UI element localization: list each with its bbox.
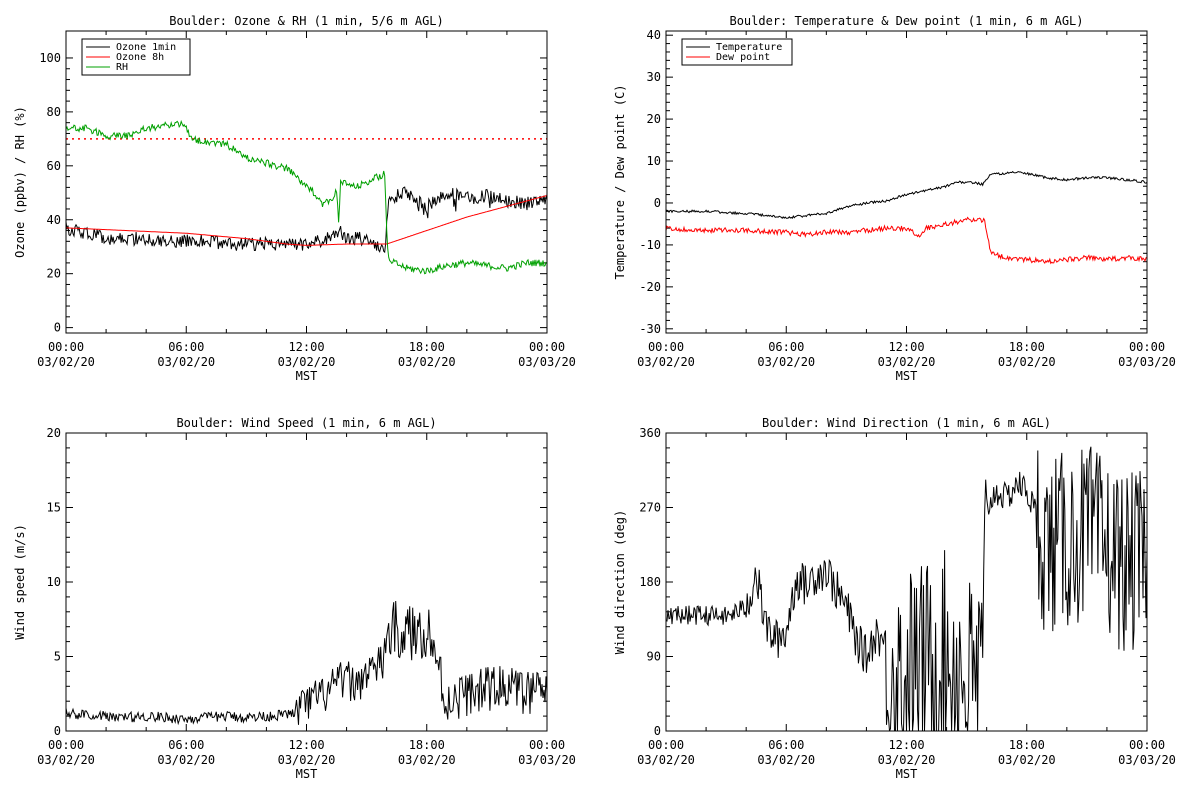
x-axis-label: MST (896, 767, 918, 781)
x-tick-time: 00:00 (529, 340, 565, 354)
x-tick-date: 03/02/20 (278, 355, 336, 369)
y-axis-label: Temperature / Dew point (C) (613, 84, 627, 279)
chart-panel-4: Boulder: Wind Direction (1 min, 6 m AGL)… (613, 416, 1176, 781)
x-tick-time: 00:00 (648, 340, 684, 354)
x-tick-time: 18:00 (1009, 738, 1045, 752)
y-tick-label: 0 (654, 724, 661, 738)
chart-title: Boulder: Wind Speed (1 min, 6 m AGL) (176, 416, 436, 430)
plot-frame (65, 30, 548, 334)
y-axis-label: Wind direction (deg) (613, 510, 627, 655)
x-tick-date: 03/02/20 (157, 753, 215, 767)
chart-title: Boulder: Ozone & RH (1 min, 5/6 m AGL) (169, 14, 444, 28)
x-tick-date: 03/02/20 (398, 355, 456, 369)
y-tick-label: 10 (647, 154, 661, 168)
x-axis-label: MST (896, 369, 918, 383)
x-tick-time: 00:00 (529, 738, 565, 752)
x-tick-date: 03/03/20 (1118, 355, 1176, 369)
y-tick-label: 40 (647, 28, 661, 42)
plot-frame (665, 432, 1148, 732)
x-tick-time: 00:00 (48, 738, 84, 752)
x-tick-date: 03/02/20 (998, 355, 1056, 369)
x-tick-date: 03/02/20 (878, 753, 936, 767)
x-tick-date: 03/03/20 (518, 355, 576, 369)
series-line-1 (66, 186, 547, 254)
x-tick-time: 00:00 (1129, 340, 1165, 354)
plot-frame (665, 30, 1148, 334)
x-axis-label: MST (296, 369, 318, 383)
x-tick-time: 06:00 (768, 340, 804, 354)
y-axis-label: Ozone (ppbv) / RH (%) (13, 106, 27, 258)
x-tick-date: 03/02/20 (757, 753, 815, 767)
series-line-2 (66, 195, 547, 246)
x-tick-date: 03/02/20 (37, 753, 95, 767)
x-tick-time: 12:00 (288, 340, 324, 354)
chart-title: Boulder: Temperature & Dew point (1 min,… (729, 14, 1083, 28)
x-tick-date: 03/02/20 (278, 753, 336, 767)
x-tick-time: 18:00 (409, 340, 445, 354)
y-tick-label: 20 (47, 267, 61, 281)
x-tick-time: 18:00 (1009, 340, 1045, 354)
y-tick-label: 0 (54, 724, 61, 738)
legend-label: Ozone 8h (116, 52, 164, 63)
chart-panel-2: Boulder: Temperature & Dew point (1 min,… (613, 14, 1176, 383)
y-tick-label: 360 (639, 426, 661, 440)
x-tick-date: 03/02/20 (998, 753, 1056, 767)
y-tick-label: 180 (639, 575, 661, 589)
series-line-1 (666, 446, 1147, 731)
y-tick-label: 100 (39, 51, 61, 65)
y-tick-label: 0 (654, 196, 661, 210)
y-tick-label: 15 (47, 501, 61, 515)
y-tick-label: 30 (647, 70, 661, 84)
legend-box (681, 38, 793, 66)
legend-label: RH (116, 62, 128, 73)
x-tick-date: 03/03/20 (1118, 753, 1176, 767)
x-tick-time: 00:00 (648, 738, 684, 752)
y-tick-label: 10 (47, 575, 61, 589)
x-tick-time: 06:00 (168, 340, 204, 354)
y-tick-label: -30 (639, 322, 661, 336)
plot-frame (65, 432, 548, 732)
x-tick-date: 03/02/20 (37, 355, 95, 369)
x-tick-date: 03/02/20 (757, 355, 815, 369)
x-tick-date: 03/02/20 (398, 753, 456, 767)
y-tick-label: 80 (47, 105, 61, 119)
series-line-1 (666, 170, 1147, 219)
y-tick-label: -10 (639, 238, 661, 252)
y-tick-label: 40 (47, 213, 61, 227)
y-tick-label: -20 (639, 280, 661, 294)
chart-panel-1: Boulder: Ozone & RH (1 min, 5/6 m AGL) 0 2… (13, 14, 576, 383)
chart-title: Boulder: Wind Direction (1 min, 6 m AGL) (762, 416, 1051, 430)
x-tick-time: 18:00 (409, 738, 445, 752)
legend-label: Ozone 1min (116, 42, 176, 53)
y-tick-label: 90 (647, 650, 661, 664)
x-tick-time: 12:00 (288, 738, 324, 752)
legend-label: Dew point (716, 52, 770, 63)
x-tick-time: 00:00 (48, 340, 84, 354)
y-tick-label: 20 (647, 112, 661, 126)
x-axis-label: MST (296, 767, 318, 781)
x-tick-date: 03/02/20 (637, 753, 695, 767)
y-tick-label: 270 (639, 501, 661, 515)
x-tick-time: 06:00 (768, 738, 804, 752)
y-axis-label: Wind speed (m/s) (13, 524, 27, 640)
y-tick-label: 5 (54, 650, 61, 664)
series-line-1 (66, 600, 547, 726)
x-tick-date: 03/02/20 (878, 355, 936, 369)
legend-label: Temperature (716, 42, 782, 53)
y-tick-label: 60 (47, 159, 61, 173)
chart-panel-3: Boulder: Wind Speed (1 min, 6 m AGL) 0 5 10… (13, 416, 576, 781)
y-tick-label: 0 (54, 321, 61, 335)
x-tick-time: 12:00 (888, 738, 924, 752)
series-line-2 (666, 216, 1147, 265)
x-tick-time: 00:00 (1129, 738, 1165, 752)
x-tick-date: 03/02/20 (157, 355, 215, 369)
x-tick-time: 06:00 (168, 738, 204, 752)
x-tick-date: 03/02/20 (637, 355, 695, 369)
series-line-3 (66, 119, 547, 275)
x-tick-date: 03/03/20 (518, 753, 576, 767)
x-tick-time: 12:00 (888, 340, 924, 354)
y-tick-label: 20 (47, 426, 61, 440)
